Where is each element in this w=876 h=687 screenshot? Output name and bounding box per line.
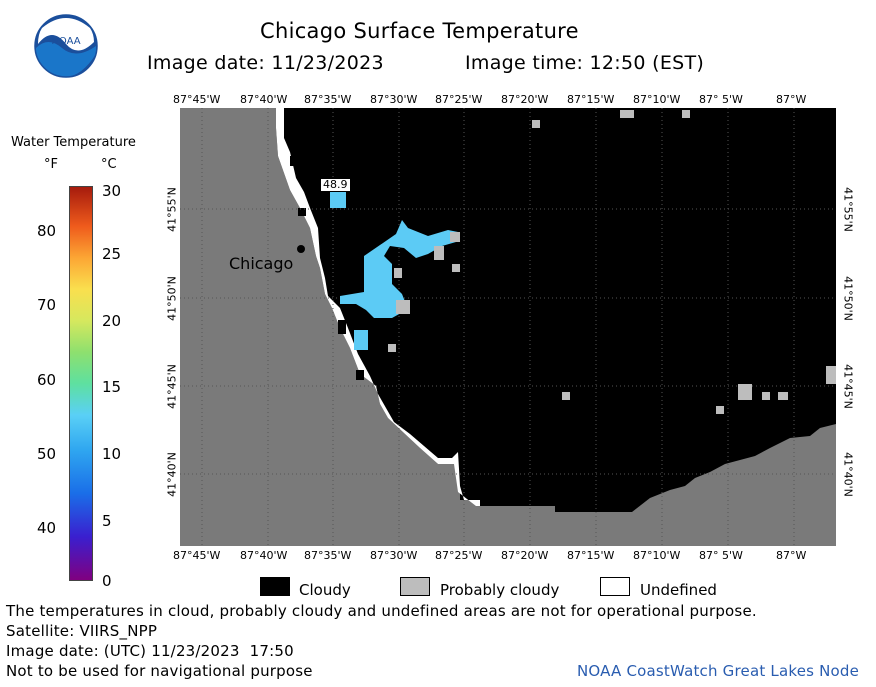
legend-undefined-swatch — [600, 577, 630, 596]
cloudy-patch — [290, 156, 298, 166]
noaa-logo: NOAA — [34, 14, 98, 78]
lon-label-top: 87°30'W — [370, 93, 418, 106]
cloudy-patch — [356, 370, 364, 380]
lon-label-bottom: 87°20'W — [501, 549, 549, 562]
colorbar-c-tick: 20 — [102, 312, 122, 330]
lon-label-bottom: 87°W — [776, 549, 807, 562]
probably-cloudy-patch — [532, 120, 540, 128]
colorbar-title: Water Temperature — [11, 135, 136, 150]
colorbar — [69, 186, 93, 581]
page-title: Chicago Surface Temperature — [260, 19, 579, 43]
legend-cloudy-label: Cloudy — [299, 581, 351, 599]
lat-label-right: 41°45'N — [841, 364, 855, 409]
colorbar-f-tick: 70 — [37, 296, 57, 314]
probably-cloudy-patch — [394, 268, 402, 278]
probably-cloudy-patch — [682, 110, 690, 118]
legend-probably-cloudy-swatch — [400, 577, 430, 596]
colorbar-c-tick: 25 — [102, 245, 122, 263]
nav-warning-text: Not to be used for navigational purpose — [6, 662, 313, 680]
image-time: Image time: 12:50 (EST) — [465, 52, 705, 74]
svg-text:NOAA: NOAA — [51, 36, 80, 47]
lon-label-bottom: 87°40'W — [240, 549, 288, 562]
graticule — [180, 108, 836, 546]
lat-label-left: 41°55'N — [165, 187, 179, 232]
lon-label-bottom: 87°10'W — [633, 549, 681, 562]
cloudy-patch — [298, 208, 306, 216]
colorbar-c-tick: 5 — [102, 512, 112, 530]
colorbar-f-tick: 80 — [37, 222, 57, 240]
lat-label-left: 41°50'N — [165, 276, 179, 321]
credit-link[interactable]: NOAA CoastWatch Great Lakes Node — [577, 662, 860, 680]
probably-cloudy-patch — [450, 232, 460, 242]
lon-label-bottom: 87° 5'W — [699, 549, 743, 562]
water-patch — [340, 256, 410, 318]
map-canvas[interactable] — [180, 108, 836, 546]
probably-cloudy-patch — [778, 392, 788, 400]
water-patch — [354, 330, 368, 350]
probably-cloudy-patch — [716, 406, 724, 414]
lon-label-bottom: 87°15'W — [567, 549, 615, 562]
colorbar-c-tick: 30 — [102, 182, 122, 200]
probably-cloudy-patch — [452, 264, 460, 272]
probably-cloudy-patch — [388, 344, 396, 352]
lon-label-top: 87°35'W — [304, 93, 352, 106]
probably-cloudy-patch — [826, 366, 836, 384]
legend-undefined-label: Undefined — [640, 581, 717, 599]
probably-cloudy-patches — [388, 110, 836, 414]
colorbar-f-tick: 60 — [37, 371, 57, 389]
lat-label-right: 41°40'N — [841, 452, 855, 497]
lon-label-top: 87°40'W — [240, 93, 288, 106]
legend-probably-cloudy-label: Probably cloudy — [440, 581, 560, 599]
lon-label-top: 87°25'W — [435, 93, 483, 106]
colorbar-c-tick: 0 — [102, 572, 112, 590]
colorbar-unit-f: °F — [44, 157, 58, 172]
probably-cloudy-patch — [620, 110, 634, 118]
lon-label-top: 87°45'W — [173, 93, 221, 106]
lon-label-top: 87°20'W — [501, 93, 549, 106]
lat-label-left: 41°45'N — [165, 364, 179, 409]
lon-label-top: 87° 5'W — [699, 93, 743, 106]
lon-label-bottom: 87°30'W — [370, 549, 418, 562]
lat-label-right: 41°50'N — [841, 276, 855, 321]
lat-label-right: 41°55'N — [841, 187, 855, 232]
lon-label-bottom: 87°25'W — [435, 549, 483, 562]
colorbar-f-tick: 40 — [37, 519, 57, 537]
map-svg — [180, 108, 836, 546]
image-date: Image date: 11/23/2023 — [147, 52, 384, 74]
lon-label-bottom: 87°45'W — [173, 549, 221, 562]
probably-cloudy-patch — [396, 300, 410, 314]
utc-date-text: Image date: (UTC) 11/23/2023 17:50 — [6, 642, 294, 660]
colorbar-f-tick: 50 — [37, 445, 57, 463]
chicago-marker — [297, 245, 305, 253]
colorbar-c-tick: 15 — [102, 378, 122, 396]
colorbar-c-tick: 10 — [102, 445, 122, 463]
probably-cloudy-patch — [562, 392, 570, 400]
lon-label-bottom: 87°35'W — [304, 549, 352, 562]
buoy-value-label: 48.9 — [320, 178, 351, 192]
lon-label-top: 87°10'W — [633, 93, 681, 106]
probably-cloudy-patch — [434, 246, 444, 260]
legend-cloudy-swatch — [260, 577, 290, 596]
lon-label-top: 87°W — [776, 93, 807, 106]
water-patch — [330, 188, 346, 208]
colorbar-unit-c: °C — [101, 157, 117, 172]
probably-cloudy-patch — [738, 384, 752, 400]
satellite-text: Satellite: VIIRS_NPP — [6, 622, 158, 640]
lat-label-left: 41°40'N — [165, 452, 179, 497]
lon-label-top: 87°15'W — [567, 93, 615, 106]
probably-cloudy-patch — [762, 392, 770, 400]
noaa-logo-icon: NOAA — [34, 14, 98, 78]
disclaimer-text: The temperatures in cloud, probably clou… — [6, 602, 757, 620]
cloudy-patch — [338, 320, 346, 334]
city-label: Chicago — [229, 254, 294, 273]
